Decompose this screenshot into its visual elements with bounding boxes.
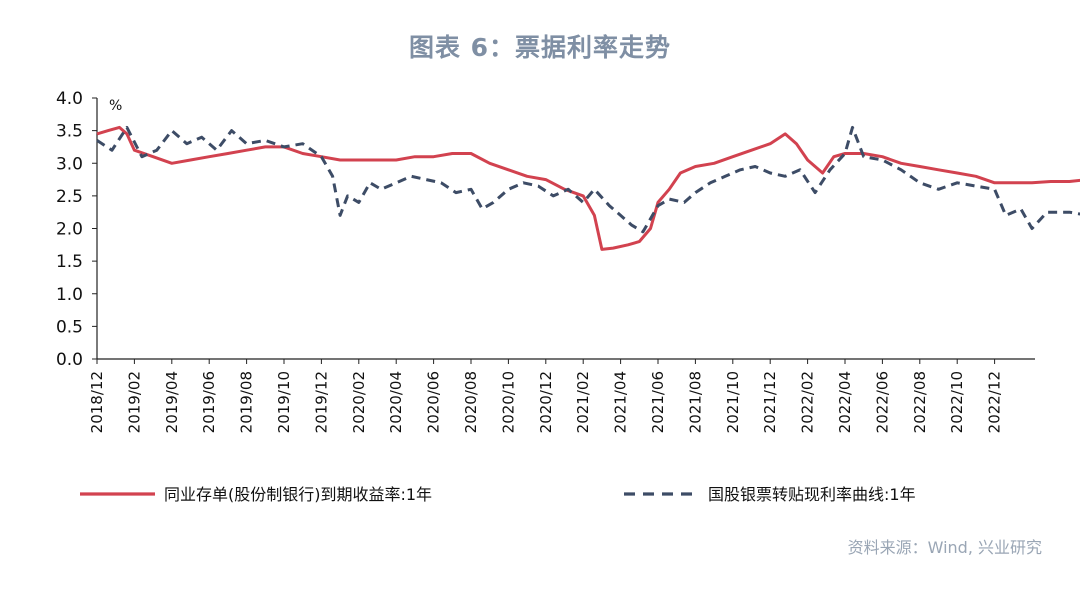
chart-title: 图表 6：票据利率走势 — [408, 33, 672, 62]
x-tick-label: 2022/04 — [836, 371, 854, 433]
series-line-1 — [96, 125, 1080, 251]
y-tick-label: 1.5 — [56, 252, 83, 272]
y-unit-label: % — [109, 98, 122, 114]
chart-axes: 0.0 0.5 1.0 1.5 2.0 2.5 3.0 3.5 4.0 % 2018/12 2019/… — [56, 89, 1035, 433]
x-tick-label: 2021/10 — [724, 371, 742, 433]
x-tick-label: 2021/08 — [686, 371, 704, 433]
x-tick-label: 2020/12 — [537, 371, 555, 433]
chart-legend: 同业存单(股份制银行)到期收益率:1年 国股银票转贴现利率曲线:1年 — [80, 485, 916, 504]
x-tick-label: 2022/06 — [873, 371, 891, 433]
x-tick-label: 2019/04 — [163, 371, 181, 433]
x-tick-label: 2019/02 — [125, 371, 143, 433]
chart-series — [96, 125, 1080, 251]
x-tick-label: 2021/12 — [761, 371, 779, 433]
x-tick-label: 2022/10 — [948, 371, 966, 433]
x-tick-label: 2020/06 — [425, 371, 443, 433]
x-tick-label: 2020/08 — [462, 371, 480, 433]
series-line-2 — [96, 125, 1080, 234]
x-tick-label: 2018/12 — [88, 371, 106, 433]
y-tick-label: 3.5 — [56, 122, 83, 142]
x-tick-label: 2021/02 — [574, 371, 592, 433]
x-tick-label: 2020/10 — [499, 371, 517, 433]
y-tick-label: 0.5 — [56, 317, 83, 337]
y-tick-label: 4.0 — [56, 89, 83, 109]
y-tick-label: 2.5 — [56, 187, 83, 207]
y-tick-label: 2.0 — [56, 220, 83, 240]
x-tick-label: 2019/12 — [312, 371, 330, 433]
x-tick-label: 2020/02 — [350, 371, 368, 433]
x-tick-label: 2021/04 — [612, 371, 630, 433]
legend-label-1: 同业存单(股份制银行)到期收益率:1年 — [164, 485, 432, 504]
x-tick-label: 2019/06 — [200, 371, 218, 433]
x-tick-label: 2020/04 — [387, 371, 405, 433]
x-tick-label: 2022/12 — [986, 371, 1004, 433]
legend-label-2: 国股银票转贴现利率曲线:1年 — [708, 485, 916, 504]
x-tick-label: 2022/08 — [911, 371, 929, 433]
y-tick-label: 1.0 — [56, 285, 83, 305]
x-tick-label: 2021/06 — [649, 371, 667, 433]
y-tick-label: 3.0 — [56, 154, 83, 174]
x-tick-label: 2019/10 — [275, 371, 293, 433]
x-tick-label: 2019/08 — [238, 371, 256, 433]
x-tick-label: 2022/02 — [799, 371, 817, 433]
source-note: 资料来源：Wind, 兴业研究 — [847, 538, 1042, 557]
y-tick-label: 0.0 — [56, 350, 83, 370]
